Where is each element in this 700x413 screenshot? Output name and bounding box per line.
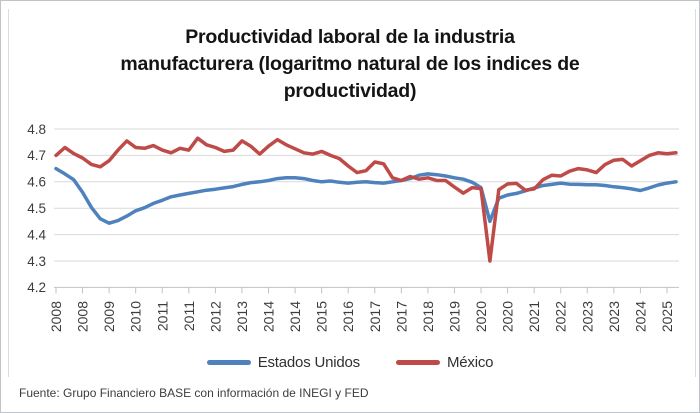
source-note: Fuente: Grupo Financiero BASE con inform… — [19, 386, 369, 400]
x-axis-tick-label: 2016 — [340, 301, 356, 332]
x-axis-tick-label: 2017 — [393, 301, 409, 332]
series-line-estados-unidos — [54, 166, 678, 225]
x-axis-tick-label: 2018 — [420, 301, 436, 332]
x-axis-tick-label: 2023 — [579, 301, 595, 332]
x-axis-tick-label: 2014 — [287, 301, 303, 332]
x-axis-tick-label: 2025 — [659, 301, 675, 332]
y-axis-tick-label: 4.7 — [27, 148, 46, 163]
x-axis-tick-label: 2014 — [261, 301, 277, 332]
x-axis-tick-label: 2021 — [526, 301, 542, 332]
x-axis-tick-label: 2015 — [314, 301, 330, 332]
legend: Estados Unidos México — [1, 351, 699, 373]
x-axis-tick-label: 2024 — [632, 301, 648, 332]
x-axis-tick-label: 2008 — [75, 301, 91, 332]
x-axis-tick-label: 2020 — [473, 301, 489, 332]
x-axis-tick-label: 2009 — [101, 301, 117, 332]
x-axis-tick-label: 2010 — [128, 301, 144, 332]
y-axis-tick-label: 4.6 — [27, 175, 46, 190]
legend-item-estados-unidos: Estados Unidos — [206, 353, 360, 371]
x-axis-tick-label: 2013 — [234, 301, 250, 332]
chart-title-line-3: productividad) — [283, 80, 417, 102]
y-axis-tick-label: 4.4 — [27, 227, 46, 242]
chart-title: Productividad laboral de la industria ma… — [1, 24, 699, 105]
legend-item-mexico: México — [395, 353, 494, 371]
x-axis-tick-label: 2008 — [48, 301, 64, 332]
x-axis-tick-label: 2017 — [367, 301, 383, 332]
x-axis-tick-label: 2022 — [553, 301, 569, 332]
legend-label-mexico: México — [446, 353, 494, 371]
chart-title-line-1: Productividad laboral de la industria — [185, 26, 515, 48]
x-axis-tick-label: 2011 — [154, 301, 170, 331]
series-line-méxico — [54, 136, 678, 263]
legend-label-estados-unidos: Estados Unidos — [257, 353, 360, 371]
legend-line-swatch-estados-unidos — [206, 359, 251, 365]
y-axis-tick-label: 4.5 — [27, 201, 46, 216]
chart-title-line-2: manufacturera (logaritmo natural de los … — [120, 53, 580, 75]
y-axis-tick-label: 4.2 — [27, 280, 46, 295]
y-axis-tick-label: 4.8 — [27, 122, 46, 137]
x-axis-tick-label: 2023 — [606, 301, 622, 332]
x-axis-tick-label: 2011 — [181, 301, 197, 331]
y-axis-tick-label: 4.3 — [27, 254, 46, 269]
legend-line-swatch-mexico — [395, 359, 440, 365]
x-axis-tick-label: 2020 — [500, 301, 516, 332]
x-axis-tick-label: 2019 — [446, 301, 462, 332]
x-axis-tick-label: 2012 — [207, 301, 223, 332]
